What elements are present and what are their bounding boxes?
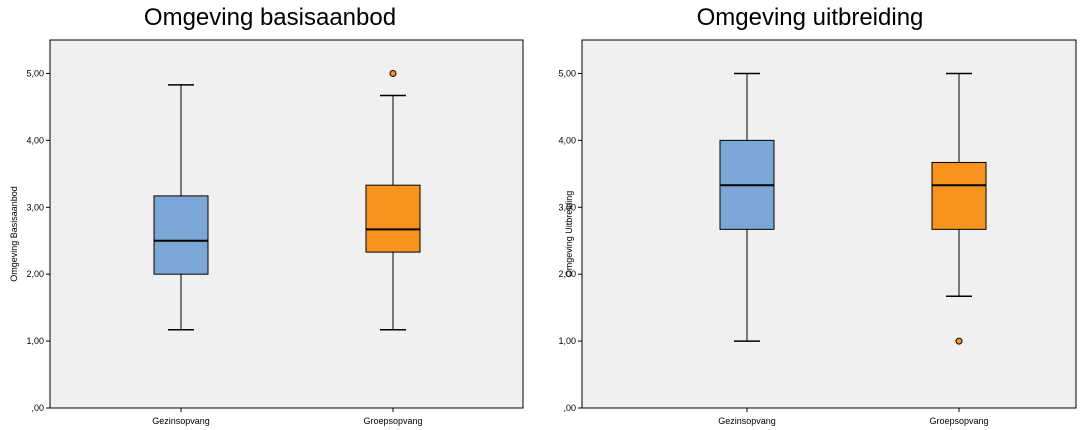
x-tick-label: Gezinsopvang [718, 416, 776, 426]
y-axis-title: Omgeving Basisaanbod [9, 186, 19, 282]
chart-title: Omgeving uitbreiding [696, 4, 924, 31]
chart-title: Omgeving basisaanbod [143, 4, 397, 31]
y-tick-label: 2,00 [26, 269, 44, 279]
y-tick-label: 2,00 [558, 269, 576, 279]
plot-area [581, 39, 1077, 409]
x-tick-label: Groepsopvang [363, 416, 422, 426]
outlier-point [389, 69, 397, 77]
box-groepsopvang [365, 184, 421, 253]
x-tick-label: Groepsopvang [929, 416, 988, 426]
y-tick-label: ,00 [31, 403, 44, 413]
y-tick-label: 1,00 [26, 336, 44, 346]
y-tick-label: 5,00 [558, 68, 576, 78]
chart-panel-uitbreiding: Omgeving uitbreiding ,00 1,00 2,00 3,00 4,00… [540, 0, 1080, 430]
y-tick-label: ,00 [563, 403, 576, 413]
y-tick-label: 3,00 [26, 202, 44, 212]
outlier-point [955, 337, 963, 345]
y-tick-label: 3,00 [558, 202, 576, 212]
x-tick-label: Gezinsopvang [152, 416, 210, 426]
boxplot-basisaanbod: ,00 1,00 2,00 3,00 4,00 5,00 Omgeving Basisaan… [9, 39, 524, 426]
box-gezinsopvang [153, 195, 209, 275]
plot-area [49, 39, 524, 409]
y-tick-label: 5,00 [26, 68, 44, 78]
y-tick-label: 4,00 [26, 135, 44, 145]
y-tick-label: 4,00 [558, 135, 576, 145]
box-groepsopvang [931, 161, 987, 230]
boxplot-uitbreiding: ,00 1,00 2,00 3,00 4,00 5,00 Omgeving Uitbreid… [558, 39, 1077, 426]
y-axis-title: Omgeving Uitbreiding [564, 191, 574, 278]
y-tick-label: 1,00 [558, 336, 576, 346]
chart-panel-basisaanbod: Omgeving basisaanbod ,00 1,00 2,00 3,00 4,00… [9, 4, 524, 426]
